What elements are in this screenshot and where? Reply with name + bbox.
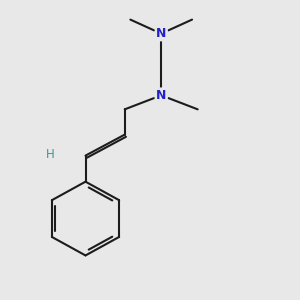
Text: N: N <box>156 89 166 102</box>
Text: H: H <box>46 148 55 161</box>
Text: N: N <box>156 27 166 40</box>
